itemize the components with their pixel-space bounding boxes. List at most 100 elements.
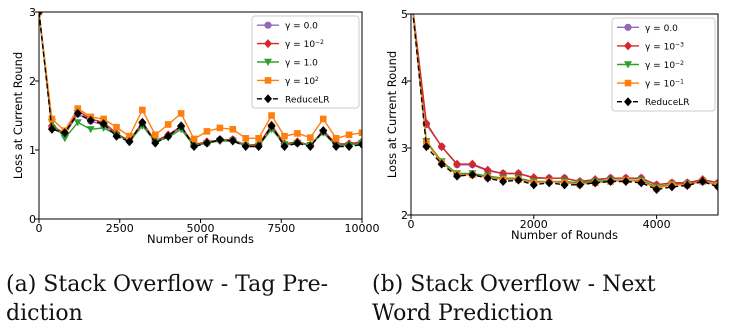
data-point-4-4 (468, 170, 477, 180)
data-point-4-1 (422, 142, 431, 152)
data-point-3-12 (190, 135, 198, 143)
plot-frame (410, 13, 719, 216)
data-point-2-2 (60, 135, 69, 143)
y-tick-label: 3 (401, 142, 408, 155)
data-point-4-5 (483, 173, 492, 183)
y-tick-label: 5 (401, 8, 408, 21)
data-point-4-15 (637, 178, 646, 188)
data-point-4-16 (652, 185, 661, 195)
legend-marker-3 (264, 77, 272, 84)
y-tick-label: 1 (29, 144, 36, 157)
data-point-4-1 (47, 124, 56, 134)
data-point-4-19 (280, 142, 289, 152)
data-point-3-18 (268, 112, 275, 119)
y-tick-label: 3 (29, 6, 36, 19)
legend-marker-4 (624, 97, 632, 107)
x-tick-label: 10000 (345, 222, 380, 235)
data-point-4-5 (99, 119, 108, 129)
data-point-4-18 (683, 181, 692, 191)
legend-label-3: γ = 102 (285, 75, 319, 87)
data-point-4-15 (228, 136, 237, 146)
data-point-4-24 (345, 142, 354, 152)
y-tick-label: 2 (29, 75, 36, 88)
data-point-4-7 (125, 137, 134, 147)
legend-box (611, 17, 716, 112)
legend-marker-2 (624, 61, 632, 69)
data-point-3-14 (216, 124, 224, 132)
chart-next-word-prediction: 0 2000 4000 2 3 4 5 Number of Rounds Loss at Cur… (385, 8, 719, 242)
data-point-1-2 (437, 142, 446, 152)
data-point-4-22 (319, 126, 328, 136)
data-point-4-18 (267, 121, 276, 131)
data-point-4-13 (202, 138, 211, 148)
plot-frame (38, 11, 363, 220)
data-point-4-14 (215, 135, 224, 145)
data-point-4-3 (453, 171, 462, 181)
data-point-4-19 (698, 177, 707, 186)
legend-label-2: γ = 10−2 (645, 60, 684, 72)
series-layer (39, 12, 362, 152)
data-point-3-9 (151, 131, 159, 139)
data-point-4-11 (575, 180, 584, 190)
data-point-2-3 (73, 119, 82, 127)
data-point-4-3 (73, 108, 82, 118)
data-point-4-13 (606, 177, 615, 186)
data-point-1-5 (483, 165, 492, 175)
legend-label-1: γ = 10−2 (285, 39, 324, 51)
legend-label-2: γ = 1.0 (285, 59, 318, 69)
data-point-4-9 (151, 138, 160, 148)
data-point-4-8 (529, 180, 538, 190)
data-point-3-21 (307, 134, 314, 141)
x-tick-label: 7500 (267, 222, 295, 235)
data-point-4-21 (306, 142, 315, 152)
data-point-4-17 (254, 142, 263, 152)
data-point-1-3 (453, 159, 462, 169)
data-point-4-8 (138, 117, 147, 127)
caption-a-line-2: diction (6, 301, 83, 326)
data-point-4-14 (621, 177, 630, 186)
y-axis-label: Loss at Current Round (11, 52, 25, 179)
legend-label-0: γ = 0.0 (645, 24, 678, 34)
data-point-3-8 (139, 106, 146, 114)
x-tick-label: 2500 (106, 222, 134, 235)
data-point-4-9 (545, 178, 554, 188)
caption-a: (a) Stack Overflow - Tag Pre- diction (6, 270, 328, 328)
caption-a-line-1: (a) Stack Overflow - Tag Pre- (6, 272, 329, 297)
data-point-4-10 (560, 180, 569, 190)
data-point-4-11 (177, 121, 186, 131)
data-point-3-5 (100, 115, 107, 123)
data-point-3-23 (332, 134, 340, 142)
data-point-4-12 (190, 142, 199, 152)
chart-tag-prediction: 0 2500 5000 7500 10000 0 1 2 3 Number of Rounds Lo… (11, 6, 380, 246)
legend: γ = 0.0 γ = 10−3 γ = 10−2 γ = 10−1 ReduceLR (611, 17, 716, 112)
data-point-4-6 (499, 177, 508, 186)
x-tick-label: 2000 (520, 218, 548, 231)
x-tick-label: 0 (36, 222, 43, 235)
x-tick-label: 4000 (643, 218, 671, 231)
x-axis-label: Number of Rounds (147, 232, 254, 246)
y-tick-label: 0 (29, 213, 36, 226)
data-point-3-1 (48, 115, 56, 123)
legend-marker-3 (624, 79, 632, 87)
data-point-3-17 (255, 134, 262, 142)
data-point-3-19 (281, 132, 288, 140)
caption-b-line-1: (b) Stack Overflow - Next (372, 272, 656, 297)
y-tick-label: 4 (401, 75, 408, 88)
data-point-4-2 (60, 128, 69, 138)
data-point-3-24 (345, 131, 353, 139)
legend-box (251, 15, 360, 109)
data-point-2-4 (86, 126, 95, 134)
legend-marker-0 (624, 23, 632, 31)
data-point-3-7 (126, 132, 133, 140)
legend-marker-4 (264, 94, 272, 104)
data-point-3-3 (74, 105, 82, 112)
y-axis-label: Loss at Current Round (385, 51, 399, 178)
data-point-3-6 (113, 123, 120, 131)
data-point-4-4 (86, 115, 95, 125)
data-point-4-10 (164, 131, 173, 141)
data-point-3-20 (294, 130, 301, 137)
y-tick-label: 2 (401, 209, 408, 222)
caption-b: (b) Stack Overflow - Next Word Predictio… (372, 270, 656, 328)
legend-marker-1 (264, 39, 272, 49)
